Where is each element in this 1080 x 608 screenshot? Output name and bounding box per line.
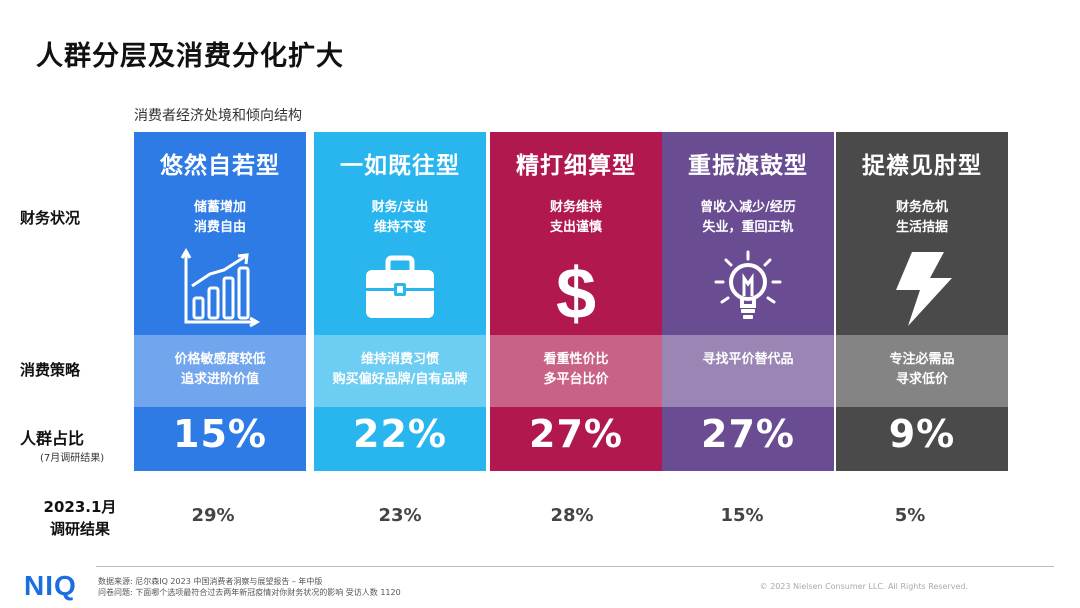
strategy-band bbox=[662, 335, 834, 407]
footnote: 数据来源: 尼尔森IQ 2023 中国消费者洞察与展望报告 – 年中版 问卷问题… bbox=[98, 576, 401, 598]
lightning-icon bbox=[896, 252, 952, 326]
jan-value-3: 28% bbox=[550, 505, 594, 526]
footnote-question: 问卷问题: 下面哪个选项最符合过去两年新冠疫情对你财务状况的影响 受访人数 11… bbox=[98, 588, 401, 597]
segment-finance: 财务维持 支出谨慎 bbox=[549, 200, 602, 235]
segment-share: 9% bbox=[888, 412, 956, 456]
segment-finance: 财务/支出 维持不变 bbox=[371, 200, 429, 235]
niq-logo: NIQ bbox=[24, 570, 77, 601]
row-label-jan: 2023.1月 调研结果 bbox=[43, 498, 117, 538]
segment-strategy: 价格敏感度较低 追求进阶价值 bbox=[174, 352, 266, 387]
segment-card-4: 重振旗鼓型 曾收入减少/经历 失业，重回正轨 寻找平价替代品 27% bbox=[662, 132, 834, 471]
footnote-source: 数据来源: 尼尔森IQ 2023 中国消费者洞察与展望报告 – 年中版 bbox=[98, 577, 323, 586]
segment-finance: 曾收入减少/经历 失业，重回正轨 bbox=[700, 200, 796, 235]
jan-value-5: 5% bbox=[894, 505, 926, 526]
copyright: © 2023 Nielsen Consumer LLC. All Rights … bbox=[759, 582, 968, 591]
chart-subtitle: 消费者经济处境和倾向结构 bbox=[134, 108, 302, 124]
segment-share: 27% bbox=[529, 412, 623, 456]
segment-name: 重振旗鼓型 bbox=[688, 153, 808, 179]
lightbulb-icon bbox=[714, 250, 782, 319]
svg-text:$: $ bbox=[556, 254, 596, 328]
segment-strategy: 专注必需品 寻求低价 bbox=[889, 352, 955, 387]
row-label-strategy: 消费策略 bbox=[20, 361, 81, 379]
segment-card-2: 一如既往型 财务/支出 维持不变 维持消费习惯 购买偏好品牌/自有品牌 22% bbox=[314, 132, 486, 471]
segment-strategy: 看重性价比 多平台比价 bbox=[543, 352, 609, 387]
strategy-band bbox=[314, 335, 486, 407]
segment-share: 22% bbox=[353, 412, 447, 456]
segment-name: 精打细算型 bbox=[516, 153, 636, 179]
segment-name: 一如既往型 bbox=[340, 153, 460, 179]
row-label-share-note: (7月调研结果) bbox=[40, 453, 105, 464]
page-title: 人群分层及消费分化扩大 bbox=[36, 41, 344, 72]
row-label-finance: 财务状况 bbox=[20, 209, 81, 227]
segment-name: 捉襟见肘型 bbox=[862, 153, 982, 179]
segment-card-3: 精打细算型 财务维持 支出谨慎 $ 看重性价比 多平台比价 27% bbox=[490, 132, 662, 471]
footer-divider bbox=[96, 566, 1054, 567]
segment-strategy: 维持消费习惯 购买偏好品牌/自有品牌 bbox=[332, 352, 468, 387]
strategy-band bbox=[836, 335, 1008, 407]
briefcase-icon bbox=[366, 255, 434, 318]
dollar-icon: $ bbox=[556, 254, 596, 328]
segment-finance: 储蓄增加 消费自由 bbox=[193, 200, 246, 235]
segment-share: 27% bbox=[701, 412, 795, 456]
jan-value-2: 23% bbox=[378, 505, 422, 526]
jan-value-4: 15% bbox=[720, 505, 764, 526]
segment-card-5: 捉襟见肘型 财务危机 生活拮据 专注必需品 寻求低价 9% bbox=[836, 132, 1008, 471]
segment-name: 悠然自若型 bbox=[160, 153, 280, 179]
row-label-share: 人群占比 bbox=[20, 429, 85, 448]
segment-strategy: 寻找平价替代品 bbox=[702, 352, 794, 367]
strategy-band bbox=[490, 335, 662, 407]
bar-chart-growth-icon bbox=[180, 248, 260, 328]
segment-card-1: 悠然自若型 储蓄增加 消费自由 价格敏感度较低 追求进阶价值 15% bbox=[134, 132, 306, 471]
segment-finance: 财务危机 生活拮据 bbox=[895, 200, 948, 235]
strategy-band bbox=[134, 335, 306, 407]
jan-value-1: 29% bbox=[191, 505, 235, 526]
segment-share: 15% bbox=[173, 412, 267, 456]
